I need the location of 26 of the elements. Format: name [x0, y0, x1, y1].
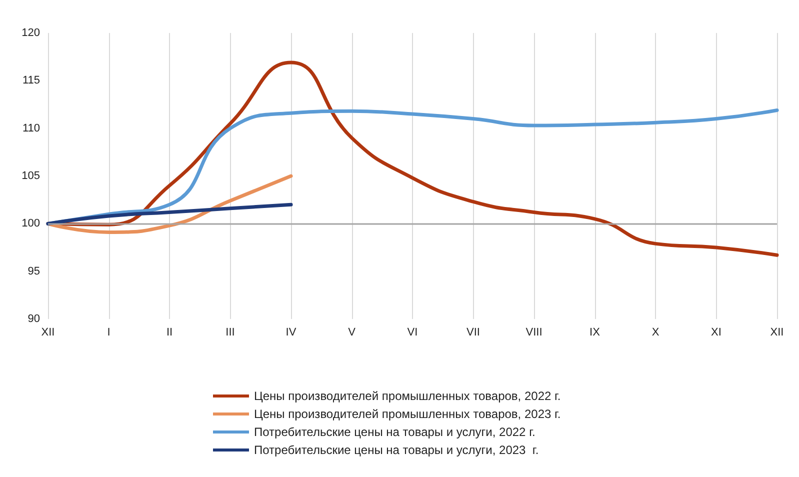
x-tick-label: VIII [526, 326, 542, 338]
x-tick-label: I [107, 326, 110, 338]
line-series [46, 202, 293, 226]
y-tick-label: 115 [22, 74, 40, 87]
legend-label: Потребительские цены на товары и услуги, 2023 г. [254, 443, 539, 457]
x-tick-label: XII [770, 326, 784, 338]
line-series [46, 174, 293, 234]
x-tick-label: X [652, 326, 660, 338]
x-tick-label: III [226, 326, 235, 338]
x-tick-label: V [348, 326, 356, 338]
y-tick-label: 100 [22, 218, 40, 230]
x-tick-label: IX [590, 326, 601, 338]
x-tick-label: VI [407, 326, 418, 338]
y-tick-label: 120 [22, 27, 40, 39]
legend-label: Цены производителей промышленных товаров, 2022 г. [254, 389, 561, 403]
x-tick-label: II [166, 326, 173, 338]
y-tick-label: 95 [28, 265, 40, 278]
x-tick-label: IV [286, 326, 297, 338]
y-tick-label: 110 [22, 122, 40, 134]
y-tick-label: 90 [28, 313, 40, 325]
y-tick-label: 105 [22, 170, 40, 182]
x-tick-label: XII [41, 326, 55, 338]
x-tick-label: XI [711, 326, 722, 338]
legend-label: Потребительские цены на товары и услуги, 2022 г. [254, 425, 536, 439]
x-tick-label: VII [466, 326, 480, 338]
legend-label: Цены производителей промышленных товаров, 2023 г. [254, 407, 561, 421]
